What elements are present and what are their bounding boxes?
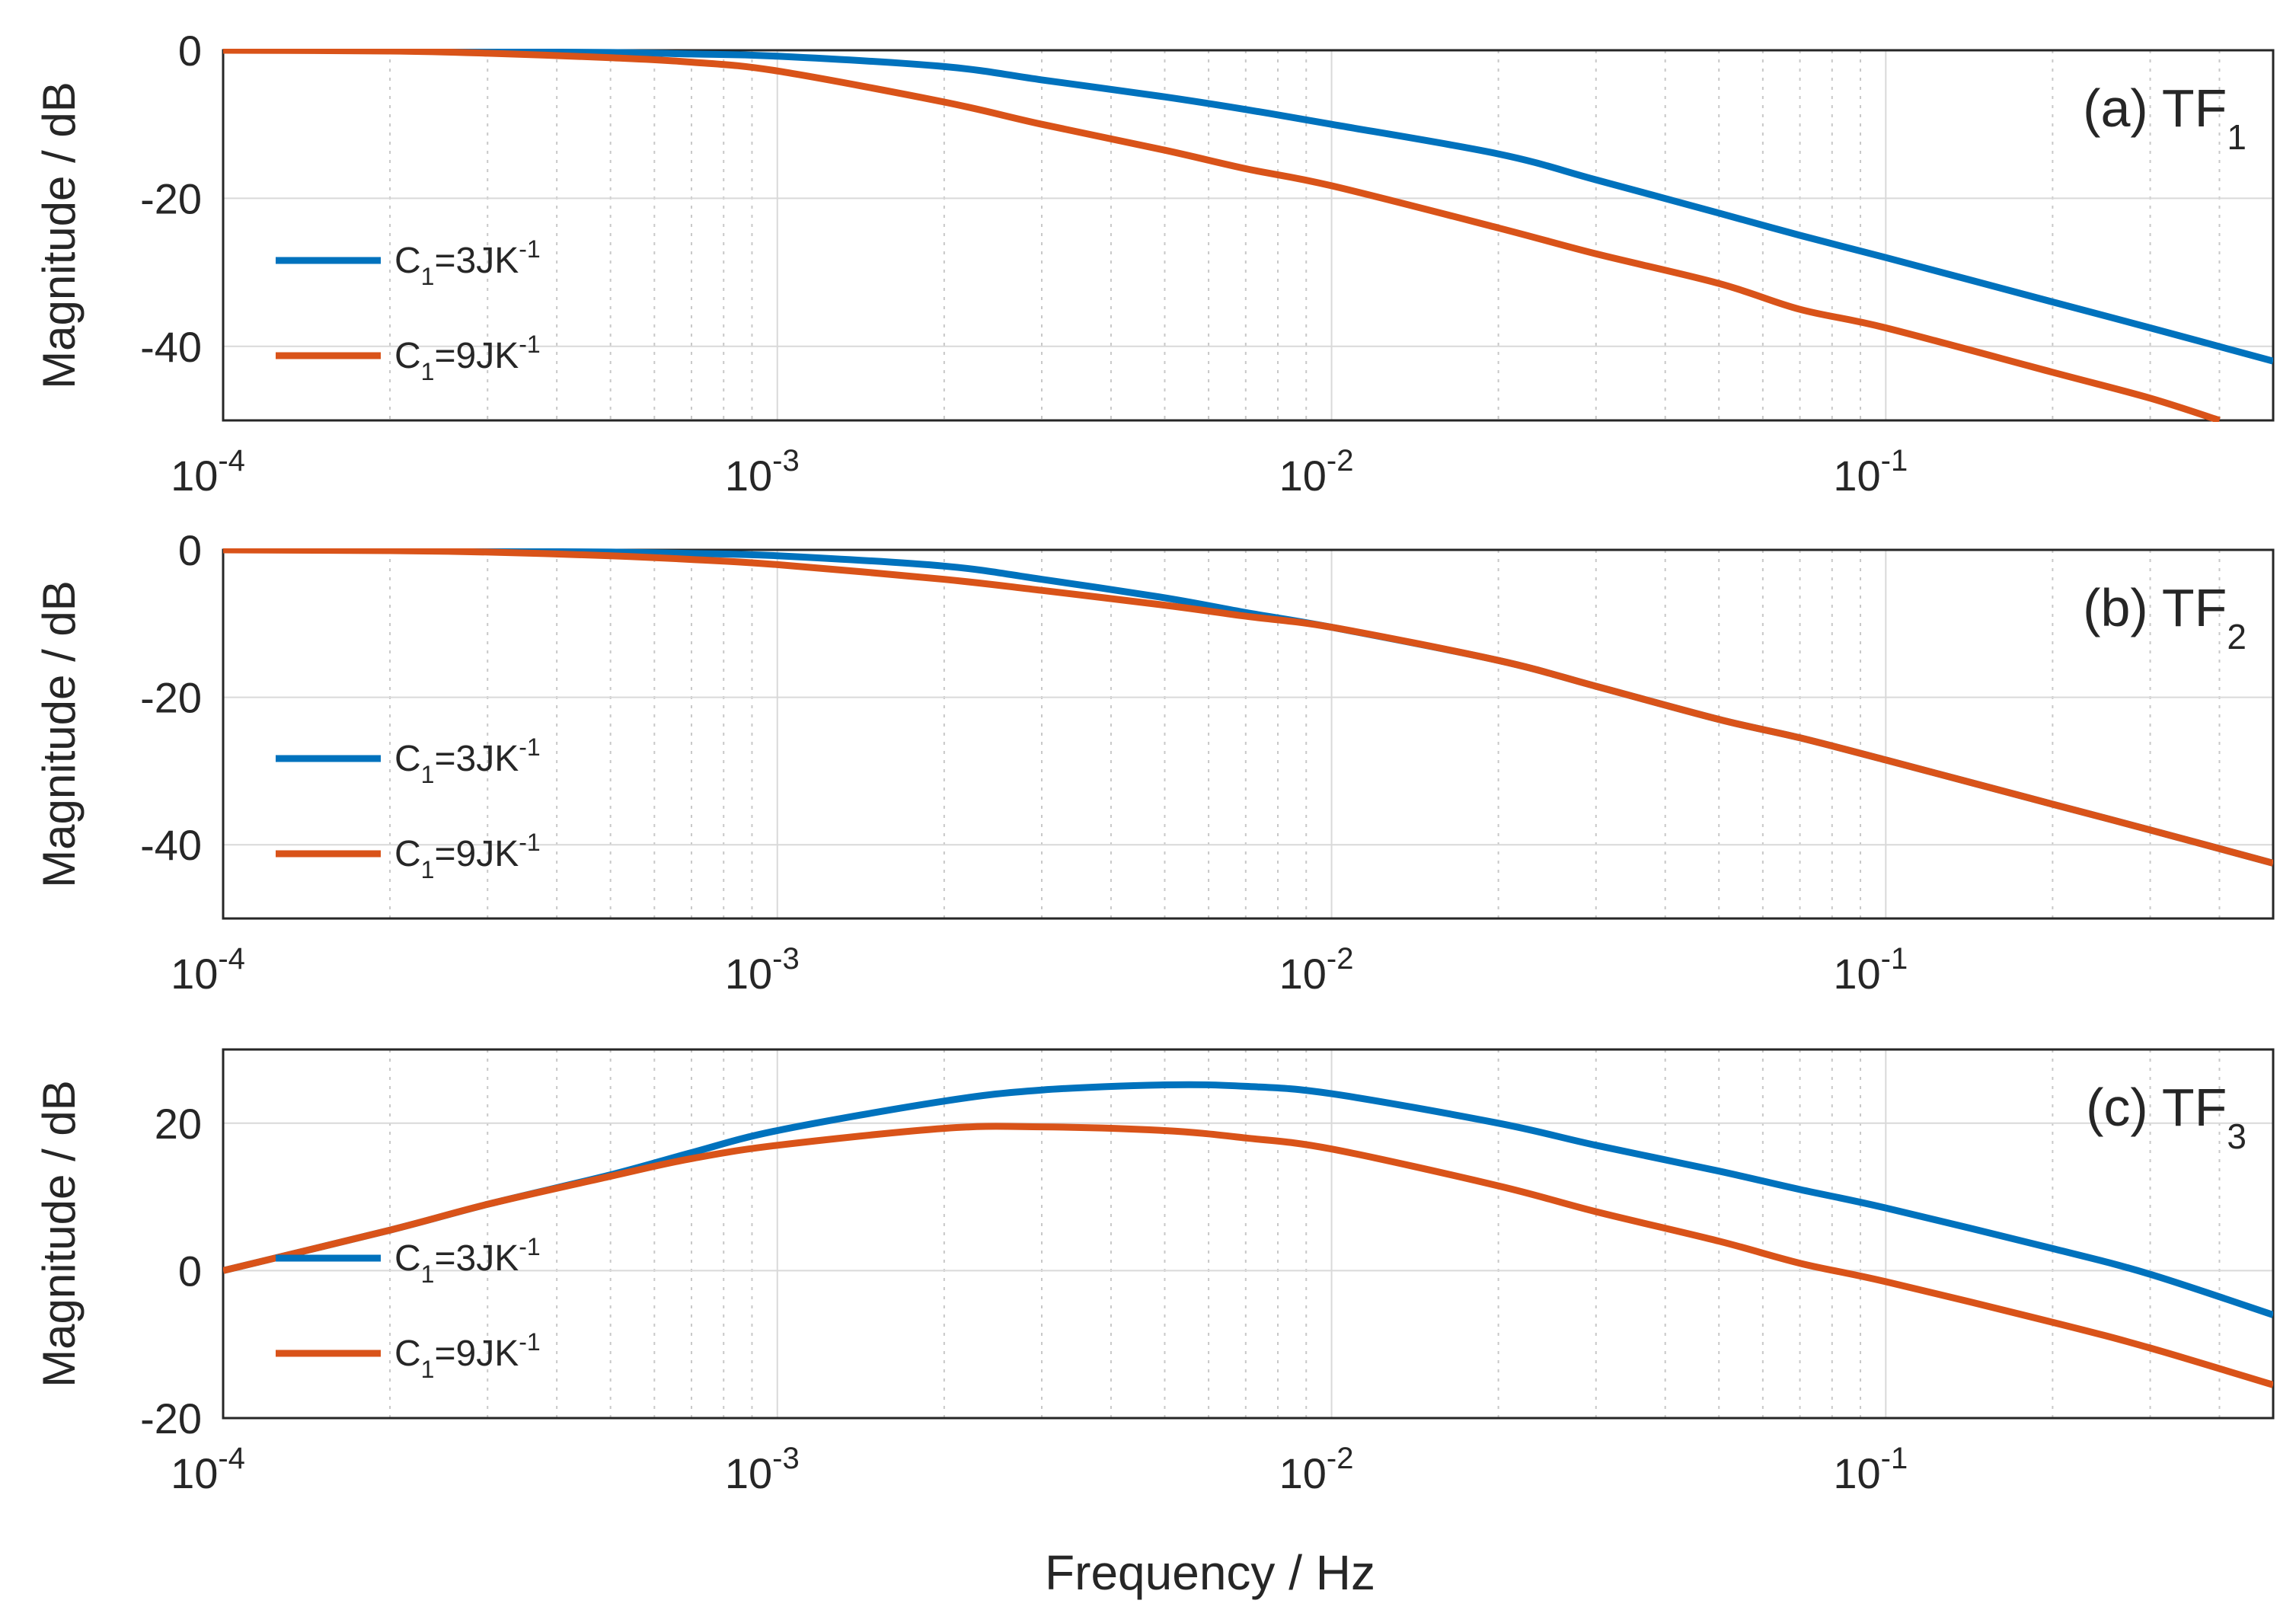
series-line-c1-9 <box>223 1123 2273 1388</box>
y-axis-label: Magnitude / dB <box>34 81 85 389</box>
panel-2: 0 -20 -40 10-4 10-3 10-2 10-1 Magnitude / dB (b)… <box>34 526 2275 998</box>
y-tick-label: -20 <box>140 174 202 222</box>
y-tick-label: 0 <box>178 1247 202 1295</box>
legend-item: C1=9JK-1 <box>276 829 541 883</box>
panel-label: (b) TF2 <box>2083 578 2247 656</box>
x-tick-label: 10-4 <box>171 444 245 500</box>
y-axis-label: Magnitude / dB <box>34 1080 85 1388</box>
legend-item: C1=3JK-1 <box>276 235 541 290</box>
legend-label: C1=3JK-1 <box>394 235 541 290</box>
legend-label: C1=3JK-1 <box>394 1233 541 1288</box>
panel-label: (a) TF1 <box>2083 78 2247 157</box>
series-group <box>223 548 2273 867</box>
y-tick-label: -20 <box>140 674 202 722</box>
legend-label: C1=9JK-1 <box>394 829 541 883</box>
x-tick-label: 10-4 <box>171 942 245 998</box>
legend-item: C1=3JK-1 <box>276 1233 541 1288</box>
y-tick-label: 0 <box>178 526 202 574</box>
y-axis-label: Magnitude / dB <box>34 580 85 888</box>
legend-item: C1=9JK-1 <box>276 331 541 385</box>
legend-item: C1=3JK-1 <box>276 733 541 788</box>
x-axis-label: Frequency / Hz <box>1045 1545 1375 1600</box>
x-tick-label: 10-3 <box>725 942 800 998</box>
series-line-c1-3 <box>223 49 2273 365</box>
x-tick-label: 10-3 <box>725 1442 800 1497</box>
y-tick-label: -40 <box>140 323 202 371</box>
x-tick-label: 10-1 <box>1833 942 1908 998</box>
x-tick-label: 10-2 <box>1279 1442 1354 1497</box>
series-line-c1-9 <box>223 49 2221 422</box>
x-tick-label: 10-1 <box>1833 1442 1908 1497</box>
x-tick-label: 10-2 <box>1279 942 1354 998</box>
y-tick-label: 20 <box>155 1100 202 1148</box>
x-tick-label: 10-4 <box>171 1442 245 1497</box>
series-line-c1-9 <box>223 548 2273 867</box>
series-group <box>223 1081 2273 1388</box>
axes-frame <box>222 1048 2275 1420</box>
legend-label: C1=3JK-1 <box>394 733 541 788</box>
legend-label: C1=9JK-1 <box>394 1328 541 1383</box>
series-group <box>223 49 2273 422</box>
y-tick-label: 0 <box>178 27 202 75</box>
y-tick-label: -40 <box>140 821 202 869</box>
legend-label: C1=9JK-1 <box>394 331 541 385</box>
axes-frame <box>222 548 2275 920</box>
axes-frame <box>222 49 2275 422</box>
x-tick-label: 10-1 <box>1833 444 1908 500</box>
panel-1: 0 -20 -40 10-4 10-3 10-2 10-1 Magnitude / dB (a)… <box>34 27 2275 500</box>
legend-item: C1=9JK-1 <box>276 1328 541 1383</box>
x-tick-label: 10-2 <box>1279 444 1354 500</box>
y-tick-label: -20 <box>140 1394 202 1442</box>
panel-label: (c) TF3 <box>2086 1078 2247 1156</box>
x-tick-label: 10-3 <box>725 444 800 500</box>
